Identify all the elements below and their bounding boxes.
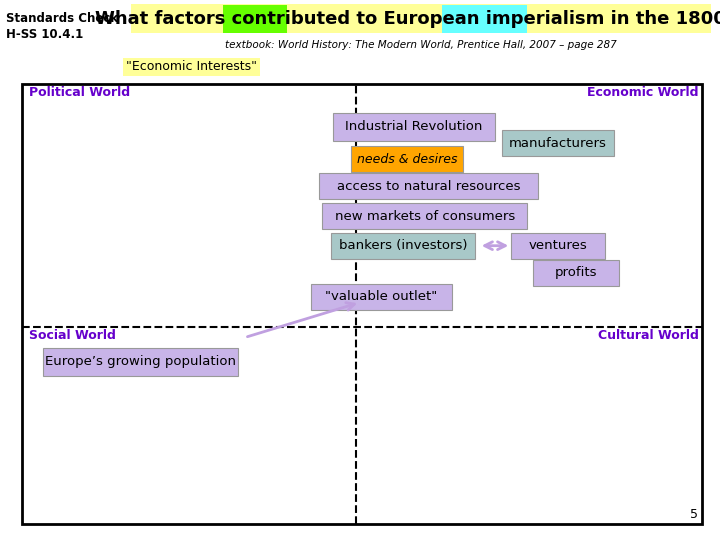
FancyBboxPatch shape: [442, 5, 527, 33]
FancyBboxPatch shape: [43, 348, 238, 376]
Text: manufacturers: manufacturers: [509, 137, 607, 150]
FancyBboxPatch shape: [533, 260, 619, 286]
Text: needs & desires: needs & desires: [356, 153, 457, 166]
Text: Political World: Political World: [29, 86, 130, 99]
Text: Cultural World: Cultural World: [598, 329, 698, 342]
Text: bankers (investors): bankers (investors): [339, 239, 467, 252]
FancyBboxPatch shape: [511, 233, 605, 259]
Text: profits: profits: [554, 266, 598, 279]
Text: "Economic Interests": "Economic Interests": [126, 60, 257, 73]
Text: Social World: Social World: [29, 329, 116, 342]
FancyBboxPatch shape: [319, 173, 539, 199]
Text: Standards Check: Standards Check: [6, 12, 118, 25]
FancyBboxPatch shape: [131, 4, 711, 33]
FancyBboxPatch shape: [223, 5, 287, 33]
FancyBboxPatch shape: [331, 233, 475, 259]
Text: H-SS 10.4.1: H-SS 10.4.1: [6, 28, 83, 41]
Text: access to natural resources: access to natural resources: [337, 180, 520, 193]
Text: Industrial Revolution: Industrial Revolution: [346, 120, 482, 133]
FancyBboxPatch shape: [323, 203, 527, 229]
FancyBboxPatch shape: [22, 84, 702, 524]
Text: Europe’s growing population: Europe’s growing population: [45, 355, 236, 368]
Text: textbook: World History: The Modern World, Prentice Hall, 2007 – page 287: textbook: World History: The Modern Worl…: [225, 40, 617, 51]
FancyBboxPatch shape: [351, 146, 462, 172]
Text: Economic World: Economic World: [587, 86, 698, 99]
Text: "valuable outlet": "valuable outlet": [325, 291, 438, 303]
Text: 5: 5: [690, 508, 698, 521]
FancyBboxPatch shape: [333, 113, 495, 141]
Text: ventures: ventures: [528, 239, 588, 252]
Text: new markets of consumers: new markets of consumers: [335, 210, 515, 222]
FancyBboxPatch shape: [311, 284, 452, 310]
FancyBboxPatch shape: [503, 130, 614, 156]
Text: What factors contributed to European imperialism in the 1800s?: What factors contributed to European imp…: [95, 10, 720, 28]
